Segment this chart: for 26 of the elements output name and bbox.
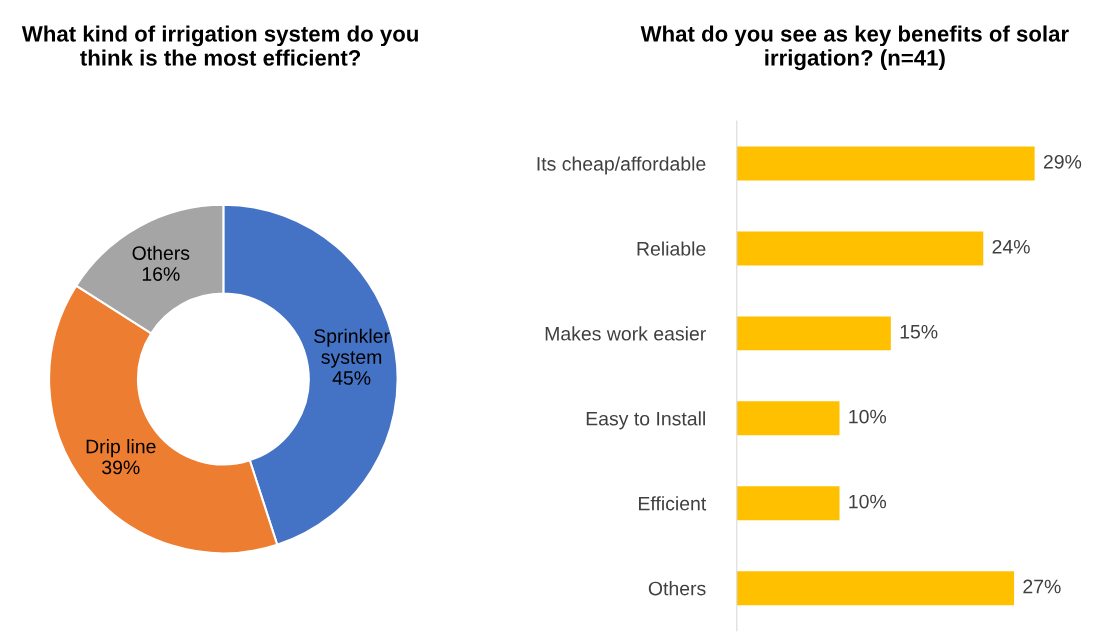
data-label: 27%: [1023, 579, 1061, 594]
data-label: 16%: [142, 267, 180, 281]
data-label: 29%: [1043, 154, 1082, 169]
slice-label: Sprinkler system: [314, 328, 390, 368]
data-label: 24%: [992, 239, 1030, 254]
data-label: 45%: [332, 371, 371, 385]
bar: [736, 146, 1035, 181]
data-label: 10%: [849, 409, 887, 424]
bar: [736, 231, 984, 266]
y-tick-label: Efficient: [639, 496, 707, 511]
y-tick-label: Easy to Install: [586, 411, 705, 430]
data-label: 39%: [102, 460, 140, 475]
slice-label: Others: [132, 245, 190, 260]
bar: [736, 316, 891, 351]
data-label: 15%: [900, 324, 938, 339]
y-tick-label: Reliable: [637, 241, 706, 256]
slice-label: Drip line: [86, 439, 156, 458]
chart-title: What kind of irrigation system do you think is the most efficient?: [21, 25, 418, 66]
data-label: 10%: [849, 494, 887, 509]
chart-title: What do you see as key benefits of solar irrigation? (n=41): [640, 25, 1069, 71]
bar: [736, 401, 840, 436]
y-tick-label: Its cheap/affordable: [537, 156, 706, 175]
bar: [736, 486, 840, 521]
bar: [736, 571, 1015, 606]
y-tick-label: Others: [648, 581, 706, 596]
y-tick-label: Makes work easier: [545, 326, 706, 341]
